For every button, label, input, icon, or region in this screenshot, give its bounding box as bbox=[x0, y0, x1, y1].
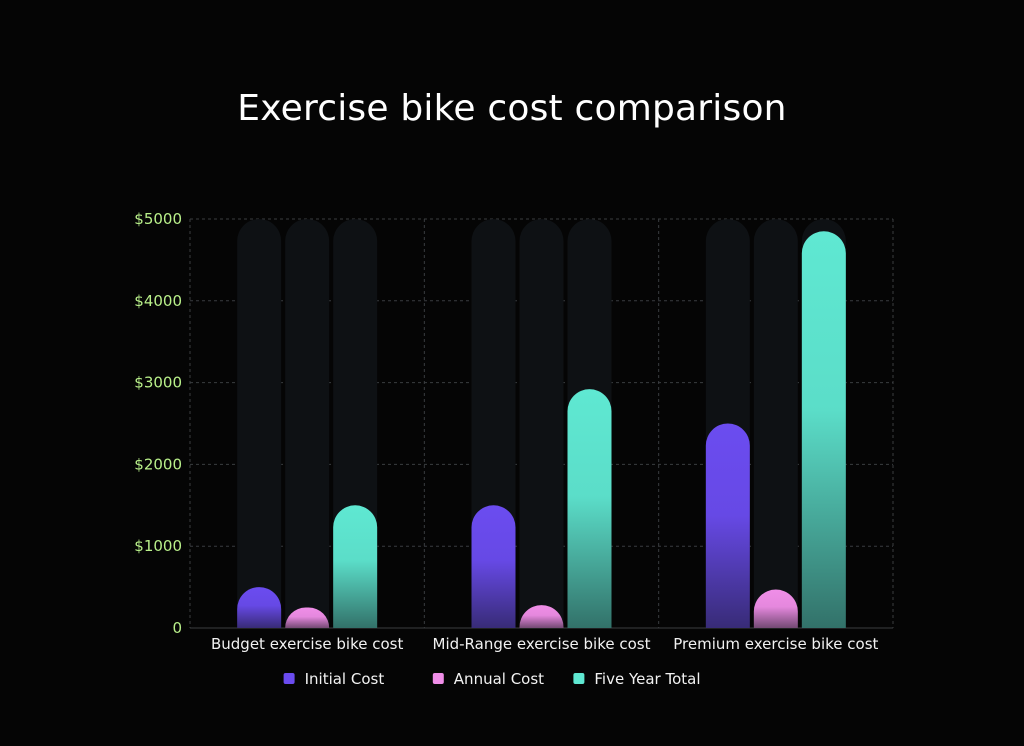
legend-item-annual-cost[interactable]: Annual Cost bbox=[432, 670, 544, 688]
x-tick-label: Premium exercise bike cost bbox=[673, 635, 878, 653]
legend-swatch bbox=[432, 673, 444, 684]
x-tick-label: Mid-Range exercise bike cost bbox=[433, 635, 651, 653]
bars bbox=[237, 231, 846, 628]
legend-swatch bbox=[573, 673, 585, 684]
axes: 0 $1000 $2000 $3000 $4000 $5000 Budget exercis… bbox=[134, 210, 878, 653]
y-tick-label: $5000 bbox=[134, 210, 182, 228]
bar-track bbox=[285, 219, 330, 628]
bar-initial-cost[interactable] bbox=[705, 423, 750, 629]
bar-annual-cost[interactable] bbox=[753, 589, 798, 628]
y-tick-label: $4000 bbox=[134, 292, 182, 310]
legend-item-five-year-total[interactable]: Five Year Total bbox=[573, 670, 701, 688]
bar-track bbox=[237, 219, 282, 628]
y-tick-label: $2000 bbox=[134, 455, 182, 473]
bar-annual-cost[interactable] bbox=[285, 607, 330, 628]
legend-swatch bbox=[283, 673, 295, 684]
bar-track bbox=[753, 219, 798, 628]
legend-label: Annual Cost bbox=[454, 670, 544, 688]
legend-item-initial-cost[interactable]: Initial Cost bbox=[283, 670, 385, 688]
bar-five-year-total[interactable] bbox=[567, 389, 612, 628]
y-tick-label: $3000 bbox=[134, 374, 182, 392]
bar-initial-cost[interactable] bbox=[237, 587, 282, 628]
chart-title: Exercise bike cost comparison bbox=[237, 88, 787, 129]
bar-annual-cost[interactable] bbox=[519, 605, 564, 628]
bar-track bbox=[519, 219, 564, 628]
legend: Initial Cost Annual Cost Five Year Total bbox=[283, 670, 701, 688]
legend-label: Five Year Total bbox=[594, 670, 700, 688]
y-tick-label: $1000 bbox=[134, 537, 182, 555]
bar-five-year-total[interactable] bbox=[801, 231, 846, 628]
bar-tracks bbox=[237, 219, 846, 628]
bar-initial-cost[interactable] bbox=[471, 505, 516, 628]
y-tick-label: 0 bbox=[172, 619, 182, 637]
legend-label: Initial Cost bbox=[305, 670, 385, 688]
bar-five-year-total[interactable] bbox=[333, 505, 378, 628]
x-tick-label: Budget exercise bike cost bbox=[211, 635, 403, 653]
